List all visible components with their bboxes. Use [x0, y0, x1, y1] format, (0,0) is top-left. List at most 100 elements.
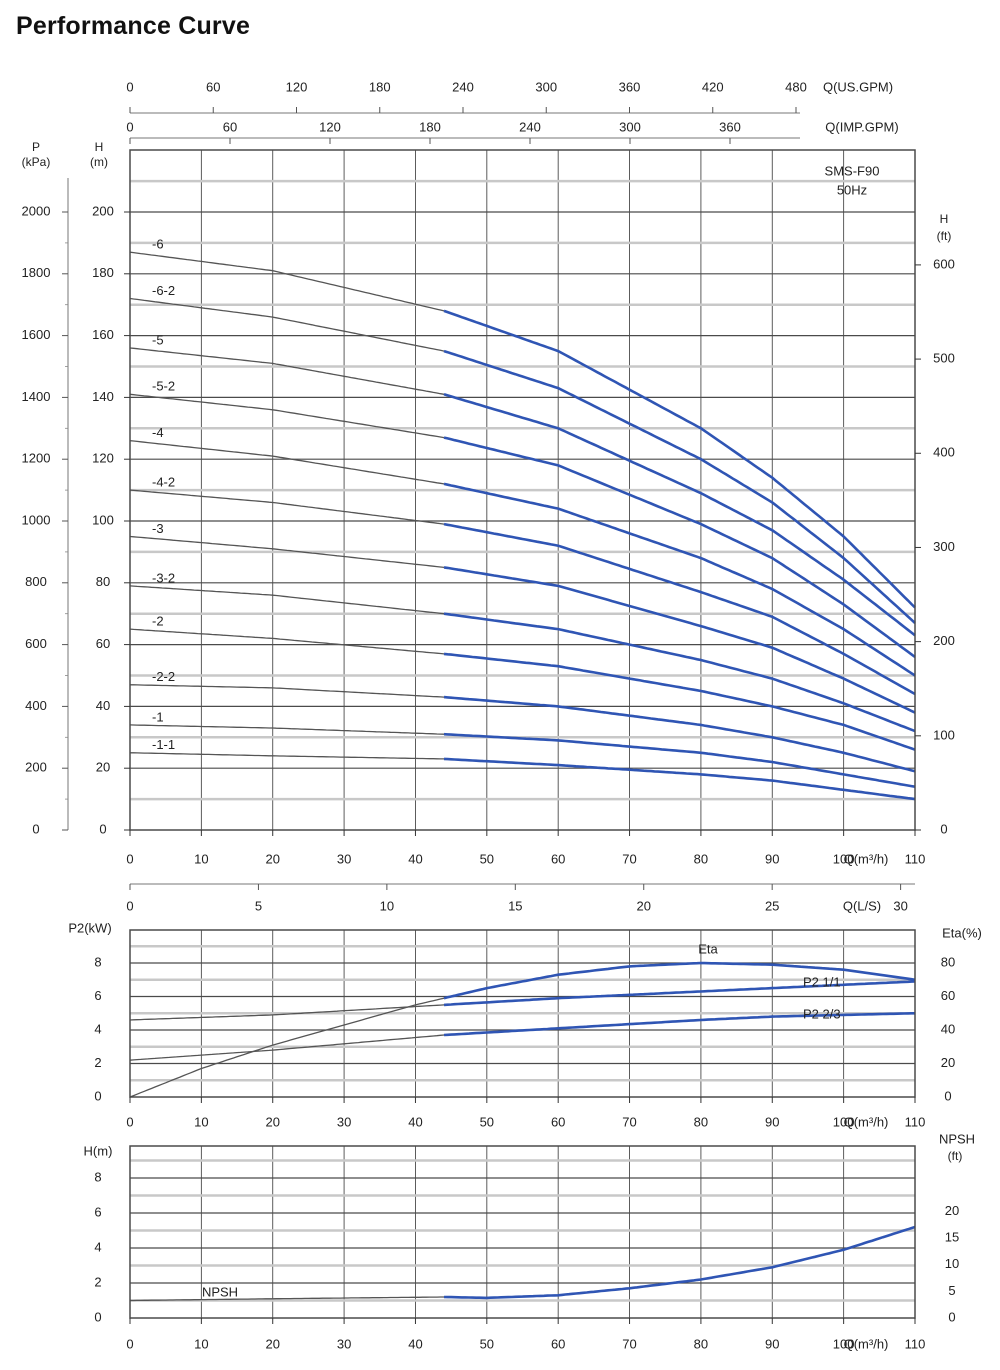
pressure-tick-label: 1200	[22, 451, 51, 466]
npsh-ft-tick-label: 10	[945, 1256, 959, 1271]
power-Eta-curve-duty	[443, 961, 916, 1000]
npsh-y-tick-label: 2	[94, 1274, 101, 1289]
head-x-tick-label: 40	[408, 851, 422, 866]
head--3-curve-gray	[129, 535, 445, 569]
us-gpm-tick-label: 360	[619, 79, 641, 94]
power-x-tick-label: 80	[694, 1114, 708, 1129]
head-x-tick-label: 10	[194, 851, 208, 866]
feet-tick-label: 500	[933, 351, 955, 366]
head--6-curve-gray	[129, 251, 445, 312]
feet-tick-label: 300	[933, 539, 955, 554]
power-Eta-curve-gray	[129, 997, 445, 1098]
feet-tick-label: 400	[933, 445, 955, 460]
us-gpm-tick-label: 420	[702, 79, 724, 94]
frequency-label: 50Hz	[837, 182, 867, 197]
head-curve-label: -1-1	[152, 737, 175, 752]
npsh-y-tick-label: 4	[94, 1239, 101, 1254]
head-y-tick-label: 120	[92, 451, 114, 466]
head-y-tick-label: 80	[96, 574, 110, 589]
power-x-tick-label: 70	[622, 1114, 636, 1129]
head-frame	[129, 149, 916, 831]
head-x-tick-label: 60	[551, 851, 565, 866]
eta-curve-label: Eta	[698, 941, 718, 956]
ls-tick-label: 20	[637, 898, 651, 913]
pressure-tick-label: 400	[25, 698, 47, 713]
npsh-x-tick-label: 30	[337, 1336, 351, 1351]
eta-tick-label: 80	[941, 954, 955, 969]
us-gpm-tick-label: 0	[126, 79, 133, 94]
power-y-tick-label: 4	[94, 1021, 101, 1036]
ls-tick-label: 5	[255, 898, 262, 913]
npsh-frame	[129, 1145, 916, 1319]
eta-tick-label: 0	[944, 1088, 951, 1103]
power-y-tick-label: 0	[94, 1088, 101, 1103]
power-P2-2/3-curve-gray	[129, 1034, 445, 1061]
npsh-curve-gray	[130, 1296, 444, 1302]
pressure-tick-label: 800	[25, 574, 47, 589]
npsh-x-tick-label: 50	[480, 1336, 494, 1351]
pressure-tick-label: 0	[32, 821, 39, 836]
head--5-curve-gray	[129, 347, 445, 395]
head-y-tick-label: 0	[99, 821, 106, 836]
imp-gpm-tick-label: 240	[519, 119, 541, 134]
head-axis-unit: (m)	[90, 155, 108, 169]
ls-tick-label: 30	[893, 898, 907, 913]
head--3-2-curve-gray	[129, 585, 445, 615]
head-x-tick-label: 70	[622, 851, 636, 866]
pressure-tick-label: 2000	[22, 203, 51, 218]
pressure-tick-label: 200	[25, 760, 47, 775]
head-y-tick-label: 140	[92, 389, 114, 404]
npsh-x-tick-label: 20	[265, 1336, 279, 1351]
head--5-curve-duty	[443, 393, 916, 637]
imp-gpm-tick-label: 300	[619, 119, 641, 134]
head--6-2-curve-gray	[129, 297, 445, 352]
head-curve-label: -4-2	[152, 475, 175, 490]
feet-tick-label: 600	[933, 256, 955, 271]
eta-axis-label: Eta(%)	[942, 925, 982, 940]
power-x-tick-label: 0	[126, 1114, 133, 1129]
npsh-x-tick-label: 110	[905, 1336, 926, 1351]
head--2-curve-duty	[443, 652, 916, 751]
head-curve-label: -3-2	[152, 570, 175, 585]
npsh-ft-axis-unit: (ft)	[948, 1149, 963, 1163]
npsh-x-tick-label: 70	[622, 1336, 636, 1351]
us-gpm-tick-label: 60	[206, 79, 220, 94]
us-gpm-tick-label: 240	[452, 79, 474, 94]
npsh-curve-label: NPSH	[202, 1284, 238, 1299]
us-gpm-tick-label: 480	[785, 79, 807, 94]
head-curve-label: -4	[152, 425, 164, 440]
head--2-2-curve-gray	[130, 684, 445, 698]
power-P2-1/1-curve-gray	[129, 1004, 445, 1021]
head--3-curve-duty	[443, 566, 916, 714]
head-x-tick-label: 80	[694, 851, 708, 866]
power-x-tick-label: 110	[905, 1114, 926, 1129]
us-gpm-tick-label: 300	[535, 79, 557, 94]
us-gpm-tick-label: 180	[369, 79, 391, 94]
head-curve-label: -5	[152, 332, 164, 347]
npsh-x-tick-label: 90	[765, 1336, 779, 1351]
head--1-curve-gray	[129, 724, 445, 735]
power-y-tick-label: 6	[94, 988, 101, 1003]
head-y-tick-label: 20	[96, 760, 110, 775]
pressure-tick-label: 1800	[22, 265, 51, 280]
head-y-tick-label: 200	[92, 203, 114, 218]
npsh-x-tick-label: 10	[194, 1336, 208, 1351]
pressure-tick-label: 1600	[22, 327, 51, 342]
npsh-axis-label: H(m)	[84, 1143, 113, 1158]
p2-two-thirds-curve-label: P2 2/3	[803, 1006, 841, 1021]
head-x-tick-label: 90	[765, 851, 779, 866]
head--1-curve-duty	[443, 732, 916, 788]
imp-gpm-tick-label: 180	[419, 119, 441, 134]
head-curve-label: -5-2	[152, 379, 175, 394]
us-gpm-tick-label: 120	[286, 79, 308, 94]
head-curve-label: -2	[152, 614, 164, 629]
pressure-axis-label: P	[32, 140, 40, 154]
ls-axis-label: Q(L/S)	[843, 898, 881, 913]
head--4-2-curve-duty	[443, 522, 916, 696]
page-title: Performance Curve	[16, 12, 251, 40]
head--1-1-curve-gray	[130, 752, 444, 760]
npsh-x-tick-label: 0	[126, 1336, 133, 1351]
power-x-tick-label: 50	[480, 1114, 494, 1129]
power-x-axis-label: Q(m³/h)	[844, 1114, 889, 1129]
